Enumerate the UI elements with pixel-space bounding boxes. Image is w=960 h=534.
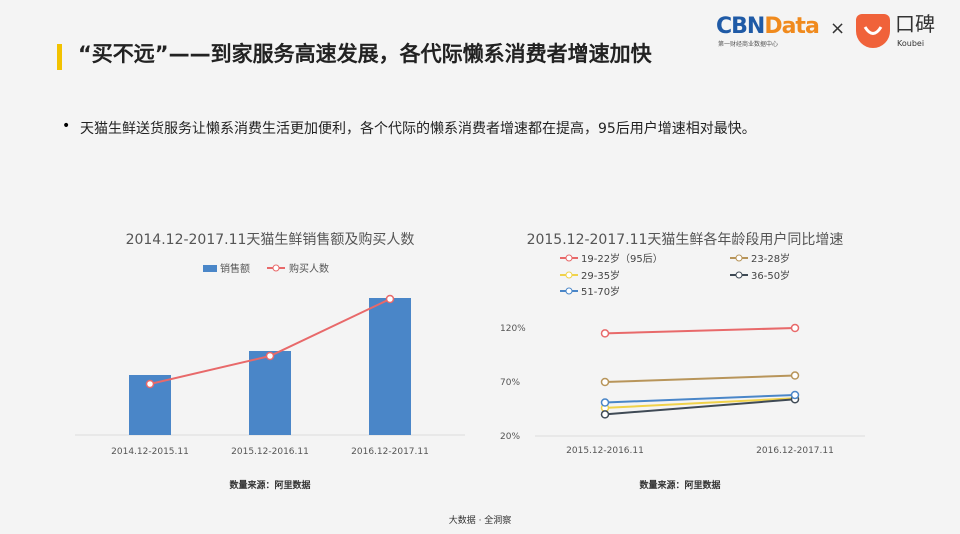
legend-marker-1 [735, 254, 743, 262]
y-tick-label: 120% [500, 324, 526, 334]
bullet-dot: • [62, 118, 71, 134]
chart2: 19-22岁（95后） 23-28岁 29-35岁 36-50岁 51-70岁 20% 70… [500, 252, 865, 456]
title-accent-bar [57, 44, 62, 70]
series-point-3-0 [600, 410, 610, 419]
chart2-title: 2015.12-2017.11天猫生鲜各年龄段用户同比增速 [526, 232, 844, 248]
bar-1 [249, 351, 291, 435]
line-point-1 [265, 351, 275, 361]
legend-line-marker [272, 264, 280, 272]
chart1: 销售额 购买人数 2014.12-2015.11 2015.12-2016.11 201… [75, 262, 465, 457]
koubei-logo-en: Koubei [897, 39, 925, 48]
x-tick-label: 2015.12-2016.11 [566, 446, 644, 456]
times-sign: × [830, 18, 846, 39]
series-point-0-1 [790, 323, 800, 333]
koubei-logo-text: 口碑 [895, 12, 935, 36]
koubei-logo-icon [856, 14, 890, 48]
chart2-source: 数量来源：阿里数据 [639, 481, 721, 491]
y-tick-label: 20% [500, 432, 520, 442]
legend-bar-swatch [203, 265, 217, 272]
chart1-title: 2014.12-2017.11天猫生鲜销售额及购买人数 [125, 232, 415, 248]
cbndata-logo-sub: 第一财经商业数据中心 [718, 41, 779, 48]
legend-label-4: 51-70岁 [581, 285, 620, 298]
series-line-1 [604, 374, 796, 383]
legend-label-1: 23-28岁 [751, 252, 790, 265]
footer: 大数据 · 全洞察 [448, 516, 512, 526]
bullet-text: 天猫生鲜送货服务让懒系消费生活更加便利，各个代际的懒系消费者增速都在提高，95后… [80, 121, 756, 137]
legend-label-3: 36-50岁 [751, 269, 790, 282]
legend-label-0: 19-22岁（95后） [581, 252, 663, 265]
legend-marker-3 [735, 271, 743, 279]
series-line-4 [604, 393, 796, 404]
series-point-1-1 [790, 371, 800, 380]
series-line-0 [604, 327, 796, 335]
x-tick-label: 2015.12-2016.11 [231, 447, 309, 457]
series-line-2 [604, 397, 796, 409]
legend-marker-2 [565, 271, 573, 279]
line-point-2 [385, 294, 395, 304]
legend-line-label: 购买人数 [289, 262, 329, 275]
y-tick-label: 70% [500, 378, 520, 388]
page-title: “买不远”——到家服务高速发展，各代际懒系消费者增速加快 [78, 42, 652, 66]
legend-bar-label: 销售额 [220, 262, 250, 275]
x-tick-label: 2016.12-2017.11 [756, 446, 834, 456]
series-point-0-0 [600, 329, 610, 338]
series-point-1-0 [600, 377, 610, 387]
x-tick-label: 2016.12-2017.11 [351, 447, 429, 457]
legend-marker-0 [565, 254, 573, 262]
x-tick-label: 2014.12-2015.11 [111, 447, 189, 457]
series-point-4-1 [790, 390, 800, 400]
bar-2 [369, 298, 411, 435]
series-line-3 [604, 398, 796, 416]
cbndata-logo: CBNData [716, 14, 820, 39]
chart1-source: 数量来源：阿里数据 [229, 481, 311, 491]
legend-label-2: 29-35岁 [581, 269, 620, 282]
line-point-0 [145, 379, 155, 389]
legend-marker-4 [565, 287, 573, 295]
series-point-4-0 [600, 398, 610, 407]
